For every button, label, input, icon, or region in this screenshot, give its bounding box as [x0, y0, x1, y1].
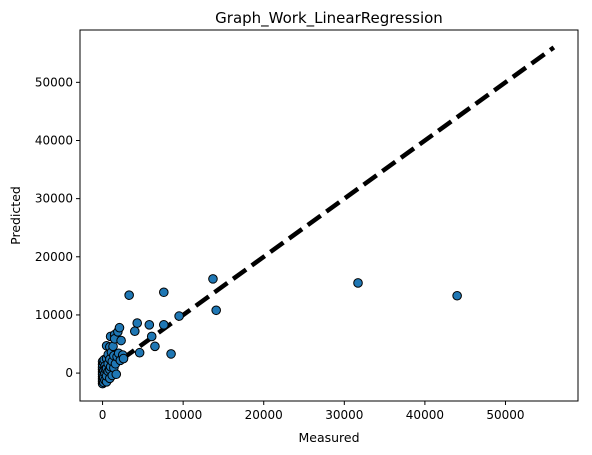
- data-point: [146, 331, 157, 342]
- y-axis-ticks: 0 10000 20000 30000 40000 50000: [35, 75, 80, 380]
- y-tick-label: 50000: [35, 75, 73, 89]
- data-point: [116, 335, 126, 346]
- x-tick-label: 30000: [325, 408, 363, 422]
- data-point: [452, 290, 462, 301]
- data-point: [353, 278, 363, 288]
- data-point: [111, 369, 122, 380]
- x-axis-ticks: 0 10000 20000 30000 40000 50000: [99, 401, 525, 422]
- data-point: [132, 318, 143, 328]
- x-tick-label: 40000: [406, 408, 444, 422]
- data-point: [208, 274, 218, 284]
- x-tick-label: 0: [99, 408, 107, 422]
- x-tick-label: 50000: [486, 408, 524, 422]
- y-tick-label: 20000: [35, 250, 73, 264]
- reference-line: [101, 45, 556, 375]
- y-axis-label: Predicted: [8, 186, 23, 245]
- data-point: [118, 353, 129, 364]
- data-point: [174, 311, 184, 321]
- plot-frame: [79, 29, 579, 402]
- data-point: [159, 287, 169, 298]
- data-point: [150, 341, 160, 352]
- data-point: [159, 320, 169, 330]
- data-point: [134, 347, 145, 358]
- data-point: [166, 349, 176, 359]
- chart-title: Graph_Work_LinearRegression: [215, 9, 443, 28]
- x-tick-label: 20000: [245, 408, 283, 422]
- data-point: [114, 322, 125, 333]
- y-tick-label: 30000: [35, 192, 73, 206]
- x-tick-label: 10000: [164, 408, 202, 422]
- x-axis-label: Measured: [298, 430, 359, 445]
- data-point: [124, 290, 134, 300]
- data-point: [144, 320, 155, 330]
- chart-marks: [97, 45, 556, 389]
- y-tick-label: 10000: [35, 308, 73, 322]
- y-tick-label: 0: [65, 366, 73, 380]
- data-point: [129, 326, 140, 337]
- data-point: [211, 305, 221, 316]
- y-tick-label: 40000: [35, 133, 73, 147]
